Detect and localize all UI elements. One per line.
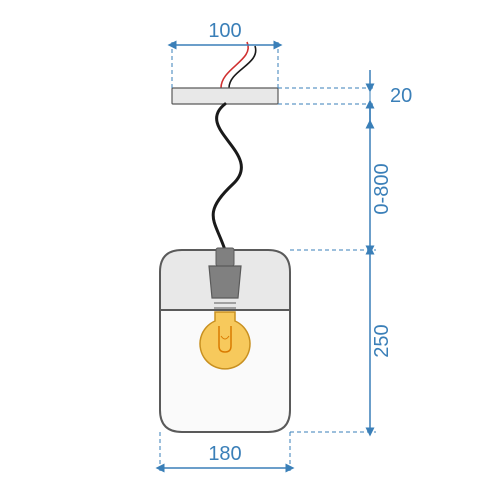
pendant-cable bbox=[213, 104, 241, 250]
wire-live bbox=[221, 42, 248, 88]
dim-cable-length: 0-800 bbox=[371, 163, 393, 214]
lamp-socket bbox=[209, 266, 241, 298]
dim-mount-width: 100 bbox=[208, 20, 241, 42]
ceiling-mount bbox=[172, 88, 278, 104]
dim-shade-height: 250 bbox=[371, 324, 393, 357]
dimension-drawing: 100 20 0-800 250 180 bbox=[0, 0, 500, 500]
cord-grip bbox=[216, 248, 234, 266]
dim-shade-width: 180 bbox=[208, 443, 241, 465]
dim-mount-height: 20 bbox=[390, 85, 412, 107]
